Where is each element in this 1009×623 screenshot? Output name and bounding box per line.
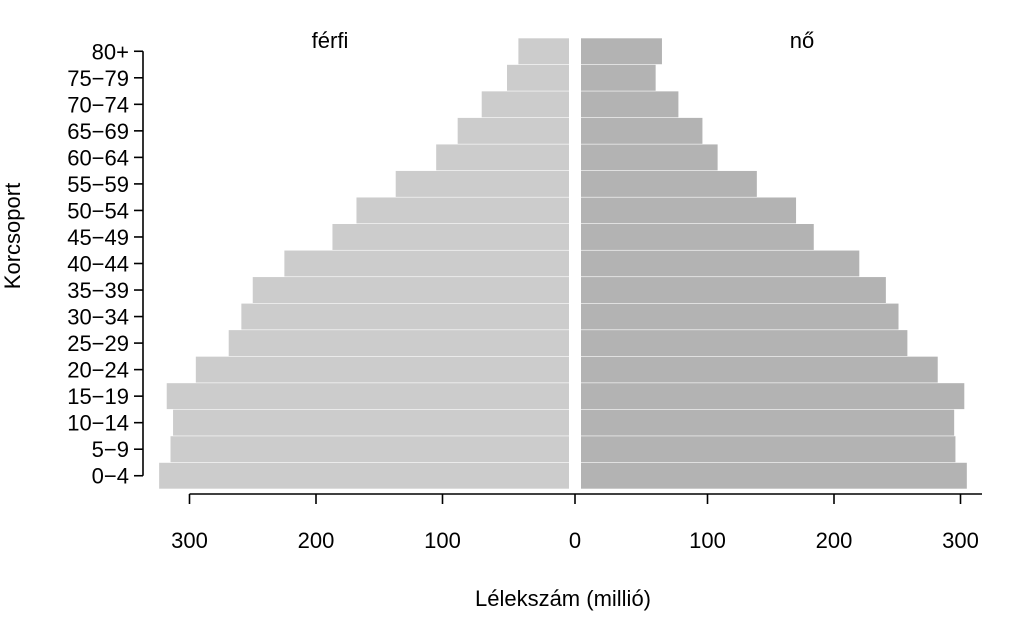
bar-female-6 (581, 303, 899, 330)
bar-male-13 (457, 117, 569, 144)
bar-female-13 (581, 117, 703, 144)
y-axis: 0−45−910−1415−1920−2425−2930−3435−3940−4… (67, 39, 144, 489)
bar-male-8 (284, 250, 569, 277)
y-tick-label: 15−19 (67, 384, 129, 409)
bar-female-12 (581, 144, 718, 171)
bar-male-4 (195, 356, 569, 383)
bar-male-9 (332, 224, 569, 250)
bar-female-11 (581, 170, 757, 197)
y-tick-label: 55−59 (67, 172, 129, 197)
bar-female-7 (581, 277, 886, 303)
bar-male-15 (507, 64, 569, 91)
y-tick-label: 70−74 (67, 92, 129, 117)
y-tick-label: 10−14 (67, 411, 129, 436)
x-axis-title: Lélekszám (millió) (475, 586, 651, 611)
x-tick-label: 100 (689, 528, 726, 553)
x-tick-label: 200 (816, 528, 853, 553)
y-tick-label: 50−54 (67, 198, 129, 223)
x-axis: 300 200 100 0 100 200 300 (171, 493, 982, 553)
x-tick-label: 300 (942, 528, 979, 553)
bar-female-5 (581, 330, 908, 357)
bar-male-3 (166, 383, 570, 410)
bar-female-10 (581, 197, 797, 224)
bar-female-8 (581, 250, 860, 277)
bar-male-12 (436, 144, 569, 171)
bar-male-6 (241, 303, 570, 330)
y-tick-label: 45−49 (67, 225, 129, 250)
y-tick-label: 75−79 (67, 66, 129, 91)
bar-male-16 (518, 38, 569, 65)
bar-female-1 (581, 436, 956, 463)
series-label-male: férfi (312, 28, 349, 53)
series-label-female: nő (790, 28, 814, 53)
bar-female-0 (581, 462, 967, 489)
x-tick-label: 200 (298, 528, 335, 553)
female-bars (581, 38, 967, 489)
bar-female-2 (581, 409, 955, 436)
y-tick-label: 40−44 (67, 252, 129, 277)
bar-female-15 (581, 64, 656, 91)
bar-male-7 (252, 277, 569, 303)
y-tick-label: 35−39 (67, 278, 129, 303)
bar-male-5 (228, 330, 569, 357)
y-tick-label: 5−9 (92, 437, 129, 462)
x-tick-label: 0 (569, 528, 581, 553)
bar-female-3 (581, 383, 965, 410)
bar-female-16 (581, 38, 662, 65)
bar-female-4 (581, 356, 938, 383)
y-axis-title: Korcsoport (0, 183, 25, 289)
bar-female-9 (581, 224, 814, 250)
bar-male-14 (481, 91, 569, 118)
bar-male-10 (356, 197, 569, 224)
y-tick-label: 80+ (92, 39, 129, 64)
y-tick-label: 25−29 (67, 331, 129, 356)
bar-male-1 (170, 436, 569, 463)
bar-male-11 (395, 170, 569, 197)
y-tick-label: 30−34 (67, 305, 129, 330)
y-tick-label: 65−69 (67, 119, 129, 144)
male-bars (159, 38, 570, 489)
x-tick-label: 300 (171, 528, 208, 553)
bar-female-14 (581, 91, 679, 118)
y-tick-label: 60−64 (67, 145, 129, 170)
y-tick-label: 0−4 (92, 464, 129, 489)
x-tick-label: 100 (424, 528, 461, 553)
y-tick-label: 20−24 (67, 358, 129, 383)
bar-male-2 (173, 409, 569, 436)
bar-male-0 (159, 462, 569, 489)
